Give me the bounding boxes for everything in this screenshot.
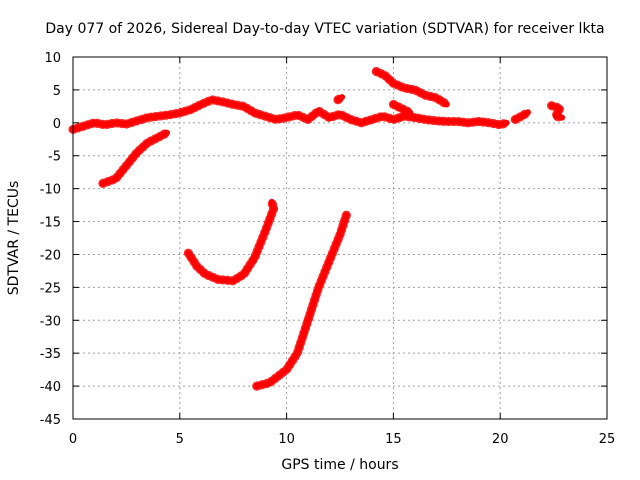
chart-title: Day 077 of 2026, Sidereal Day-to-day VTE… (45, 21, 604, 37)
series-short-segment-a-markers (388, 99, 415, 118)
y-tick-label: -35 (40, 347, 61, 362)
x-tick-label: 10 (278, 432, 295, 447)
y-tick-label: -10 (40, 183, 61, 198)
series-short-segment-d-markers (547, 101, 567, 123)
y-tick-label: 0 (53, 117, 61, 132)
series-layer (68, 67, 567, 391)
tick-layer: 0 5 10 15 20 25 10 5 0 -5 -10 -15 -20 -25 -30 -35 -40 -45 (40, 51, 616, 447)
y-tick-label: -40 (40, 380, 61, 395)
series-short-segment-b-markers (333, 92, 347, 105)
y-axis-label: SDTVAR / TECUs (6, 181, 22, 296)
series-short-segment-c-markers (510, 107, 533, 124)
x-tick-label: 25 (599, 432, 616, 447)
y-tick-label: -20 (40, 248, 61, 263)
x-axis-label: GPS time / hours (281, 457, 398, 473)
series-main-band-markers (68, 95, 512, 134)
y-tick-label: -30 (40, 314, 61, 329)
x-tick-label: 5 (176, 432, 184, 447)
y-tick-label: -15 (40, 216, 61, 231)
series-arc-rising-markers (252, 210, 351, 391)
series-arc-u-shape-markers (183, 197, 279, 286)
y-tick-label: -45 (40, 413, 61, 428)
plot-frame (72, 56, 608, 420)
y-tick-label: 10 (44, 51, 61, 66)
series-arc-declining-markers (371, 67, 452, 109)
y-tick-label: -5 (48, 150, 61, 165)
series-arc-upper-left-markers (98, 128, 172, 188)
x-tick-label: 0 (69, 432, 77, 447)
y-tick-label: 5 (53, 84, 61, 99)
x-tick-label: 20 (492, 432, 509, 447)
y-tick-label: -25 (40, 281, 61, 296)
x-tick-label: 15 (385, 432, 402, 447)
